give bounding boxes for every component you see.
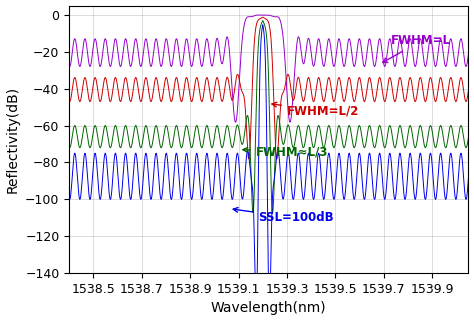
Y-axis label: Reflectivity(dB): Reflectivity(dB) [6,86,19,193]
Text: SSL=100dB: SSL=100dB [233,207,334,224]
Text: FWHM=L/2: FWHM=L/2 [272,102,359,117]
Text: FWHM=L: FWHM=L [383,34,451,63]
Text: FWHM≈L/3: FWHM≈L/3 [243,145,328,158]
X-axis label: Wavelength(nm): Wavelength(nm) [211,301,327,316]
